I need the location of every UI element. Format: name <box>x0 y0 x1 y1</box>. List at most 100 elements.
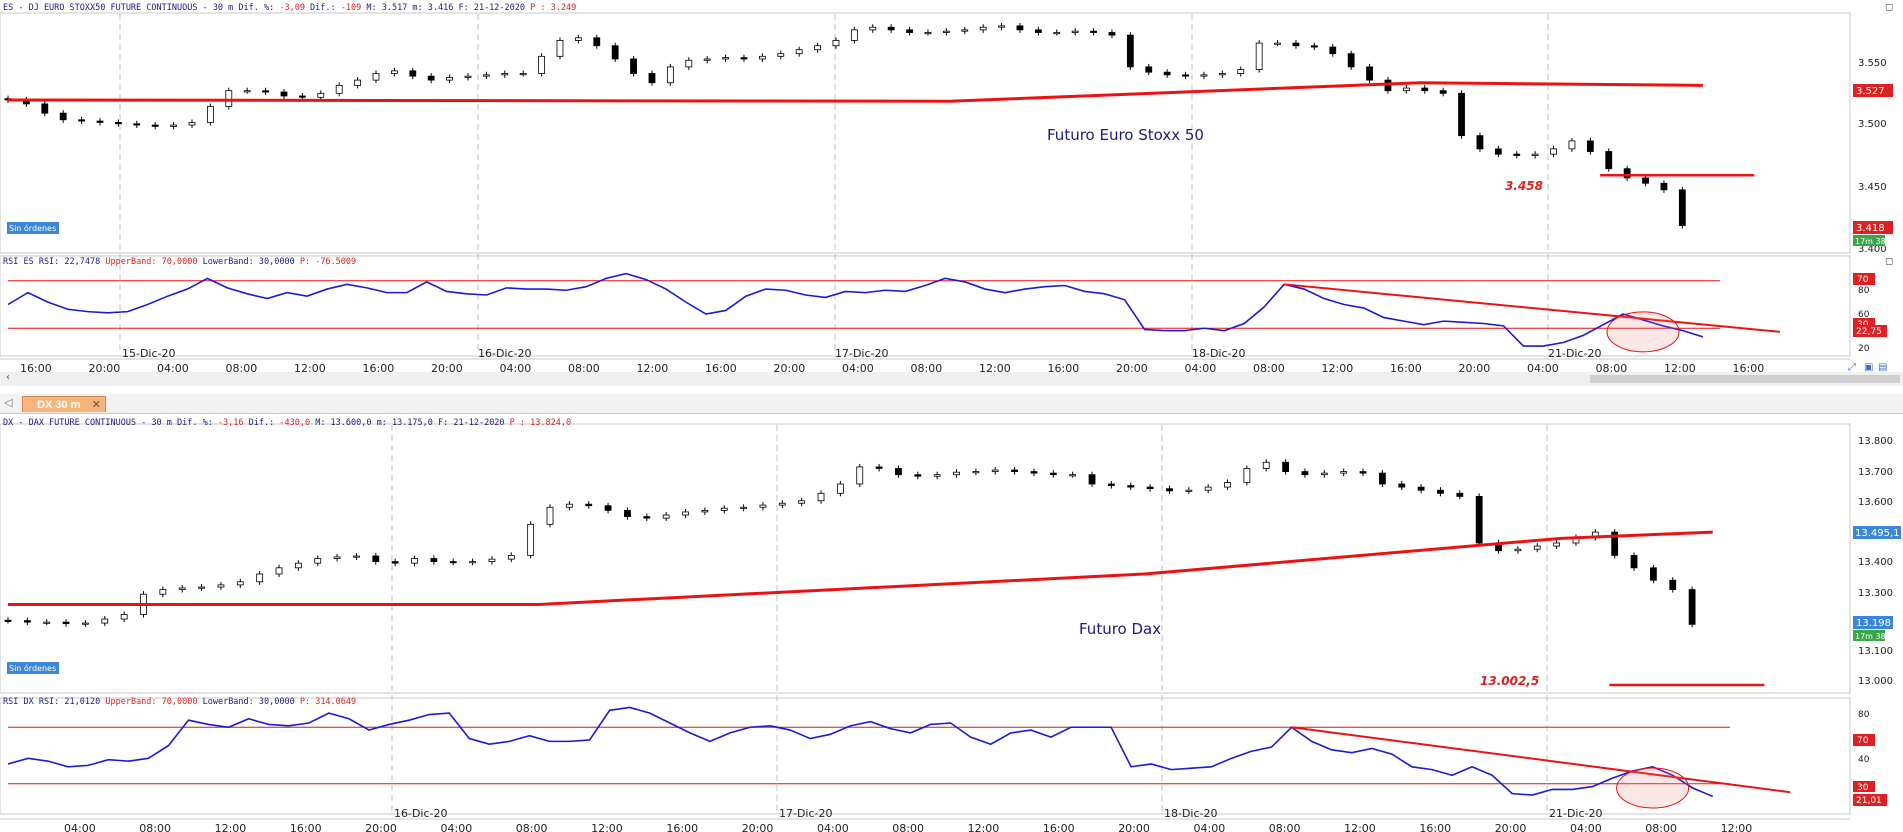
p2-header-plabel: P : 13.824,0 <box>510 418 571 428</box>
tab-dx-30m[interactable]: DX 30 m ✕ <box>22 396 106 412</box>
rsi2-upper-badge-text: 70 <box>1857 736 1869 746</box>
dx-rsi-line <box>7 706 1714 798</box>
rsi1-time-label: 16:00 <box>363 362 395 375</box>
es-candle <box>666 66 674 84</box>
es-candle <box>906 29 913 33</box>
scroll-thumb[interactable] <box>1590 375 1900 383</box>
dx-candle <box>740 506 747 509</box>
rsi2-value-badge <box>1853 794 1887 806</box>
p1-ytick: 3.550 <box>1858 58 1887 69</box>
dx-candle <box>1359 471 1367 474</box>
dx-candle <box>991 469 999 472</box>
tab-close-icon[interactable]: ✕ <box>91 399 101 411</box>
es-candle <box>850 29 858 41</box>
chart-icon[interactable]: ▤ <box>1878 362 1887 373</box>
rsi1-time-label: 20:00 <box>1116 362 1148 375</box>
p1-header-mid: Dif.: <box>305 3 341 13</box>
es-candle <box>758 55 766 60</box>
es-candle <box>703 58 711 61</box>
es-candle <box>685 59 693 68</box>
dx-candle <box>565 503 573 508</box>
rsi1-lower-badge <box>1853 318 1875 329</box>
dx-candle <box>759 504 767 508</box>
dx-candle <box>1069 474 1077 477</box>
dx-candle <box>1049 472 1057 476</box>
es-candle <box>648 73 656 84</box>
svg-text:ES - DJ EURO STOXX50 FUTURE CO: ES - DJ EURO STOXX50 FUTURE CONTINUOUS -… <box>3 3 576 13</box>
rsi2-time-label: 12:00 <box>591 822 623 832</box>
es-candle <box>1476 135 1484 150</box>
horizontal-scrollbar[interactable]: ‹ <box>0 372 1903 386</box>
dx-candle <box>914 474 922 477</box>
es-candle <box>1458 92 1465 137</box>
es-rsi-highlight-ellipse <box>1606 311 1680 353</box>
es-candle <box>556 40 564 57</box>
rsi2-time-label: 08:00 <box>139 822 171 832</box>
dx-candle <box>1185 489 1193 492</box>
rsi1-date-label: 21-Dic-20 <box>1548 347 1602 360</box>
tab-nav-icon[interactable]: ◁ <box>4 396 13 409</box>
rsi2-time-label: 04:00 <box>441 822 473 832</box>
rsi1-value-badge <box>1853 325 1887 337</box>
panel2-title: Futuro Dax <box>1079 620 1161 638</box>
es-candle <box>390 70 398 74</box>
rsi2-time-label: 16:00 <box>1043 822 1075 832</box>
rsi1-time-label: 16:00 <box>1390 362 1422 375</box>
es-candle <box>1642 177 1649 184</box>
dx-candle <box>643 516 651 519</box>
dx-candle <box>856 466 864 485</box>
es-candle <box>1586 140 1594 152</box>
zoom-icon[interactable]: ⤢ <box>1848 362 1856 373</box>
panel1-restore-icon[interactable]: ◻ <box>1885 2 1893 13</box>
es-candle <box>133 123 141 126</box>
p2-header-pct: -3,16 <box>218 418 244 428</box>
dx-candle <box>662 514 670 519</box>
rsi1-upper-badge-text: 70 <box>1857 275 1869 285</box>
es-candle <box>924 32 932 35</box>
rsi2-date-label: 17-Dic-20 <box>779 807 833 820</box>
panel1-title: Futuro Euro Stoxx 50 <box>1047 126 1204 144</box>
dx-candle <box>1166 488 1173 492</box>
rsi2-ytick: 40 <box>1858 755 1870 765</box>
dx-candle <box>527 523 535 556</box>
p2-ytick: 13.400 <box>1858 557 1893 568</box>
rsi1-time-label: 04:00 <box>842 362 874 375</box>
dx-candle <box>469 561 476 564</box>
rsi2-time-label: 16:00 <box>290 822 322 832</box>
dx-candle <box>836 483 844 494</box>
panel1-level-label: 3.458 <box>1505 179 1543 193</box>
es-candle <box>1310 45 1318 48</box>
dx-candle <box>1650 567 1657 581</box>
dx-candle <box>1340 471 1348 474</box>
p2-timer-badge-text: 17m 38s <box>1855 632 1890 641</box>
rsi2-time-label: 08:00 <box>1269 822 1301 832</box>
es-candle <box>1347 53 1355 68</box>
dx-candle <box>604 505 612 511</box>
save-icon[interactable]: ▣ <box>1864 362 1873 373</box>
es-candle <box>593 37 601 47</box>
p2-ytick: 13.300 <box>1858 588 1893 599</box>
panel1-orders-badge-text: Sin órdenes <box>9 223 56 233</box>
dx-candle <box>1107 483 1115 486</box>
rsi1-time-label: 08:00 <box>1596 362 1628 375</box>
es-candle <box>1145 66 1153 73</box>
rsi1-restore-icon[interactable]: ◻ <box>1885 256 1893 267</box>
dx-candle <box>1437 489 1444 494</box>
es-moving-average <box>7 81 1703 103</box>
dx-candle <box>198 586 205 589</box>
dx-candle <box>159 589 167 595</box>
es-rsi-trendline <box>1284 283 1781 333</box>
p1-ytick: 3.400 <box>1858 244 1887 255</box>
p1-header-pct: -3,09 <box>279 3 305 13</box>
dx-candle <box>1669 579 1677 590</box>
es-candle <box>1678 189 1686 226</box>
rsi2-time-label: 04:00 <box>1570 822 1602 832</box>
dx-candle <box>933 474 941 477</box>
chart-tabbar: ◁ DX 30 m ✕ <box>0 394 1903 414</box>
es-candle <box>611 45 619 60</box>
p1-ytick: 3.500 <box>1858 119 1887 130</box>
scroll-left-icon[interactable]: ‹ <box>6 372 10 383</box>
dx-candle <box>720 507 728 511</box>
es-candle <box>464 75 472 78</box>
dx-candle <box>62 621 70 625</box>
